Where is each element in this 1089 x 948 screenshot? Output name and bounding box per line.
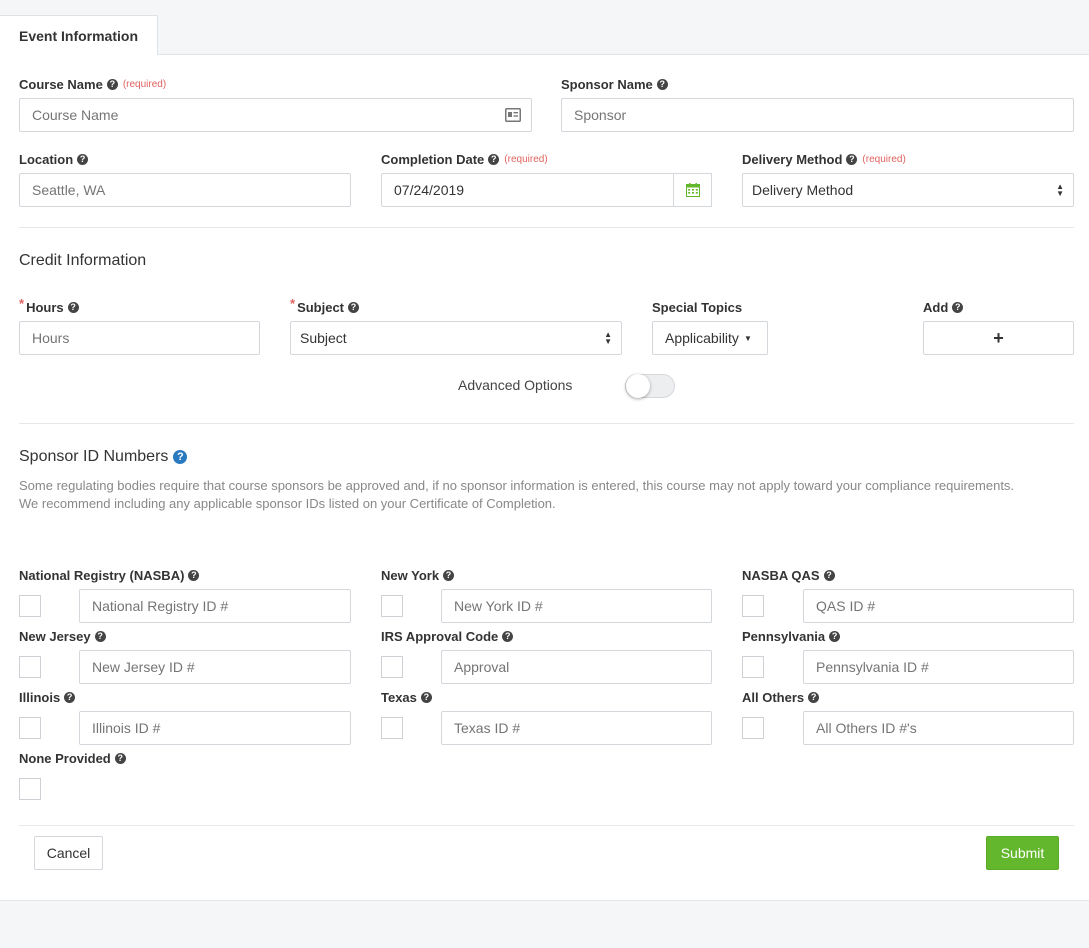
help-icon[interactable]: ? xyxy=(94,631,106,642)
form-page: Event Information Course Name ? (require… xyxy=(0,0,1089,901)
texas-label: Texas ? xyxy=(381,690,432,705)
help-icon[interactable]: ? xyxy=(348,302,360,313)
irs-approval-input[interactable] xyxy=(441,650,712,684)
delivery-method-label: Delivery Method ? (required) xyxy=(742,152,906,167)
delivery-method-select[interactable]: Delivery Method ▲ ▼ xyxy=(742,173,1074,207)
help-icon[interactable]: ? xyxy=(656,79,668,90)
help-icon[interactable]: ? xyxy=(829,631,841,642)
location-input[interactable] xyxy=(19,173,351,207)
credit-information-title: Credit Information xyxy=(19,252,147,269)
course-name-label: Course Name ? (required) xyxy=(19,77,167,92)
divider xyxy=(19,227,1074,228)
all-others-input[interactable] xyxy=(803,711,1074,745)
pennsylvania-checkbox[interactable] xyxy=(742,656,764,678)
irs-approval-code-label: IRS Approval Code ? xyxy=(381,629,514,644)
help-icon[interactable]: ? xyxy=(808,692,820,703)
illinois-label: Illinois ? xyxy=(19,690,76,705)
help-icon[interactable]: ? xyxy=(443,570,455,581)
special-topics-label: Special Topics xyxy=(652,300,743,315)
divider xyxy=(19,825,1074,826)
help-icon[interactable]: ? xyxy=(114,753,126,764)
nasba-qas-label: NASBA QAS ? xyxy=(742,568,835,583)
help-icon[interactable]: ? xyxy=(502,631,514,642)
new-york-label: New York ? xyxy=(381,568,455,583)
add-label: Add ? xyxy=(923,300,964,315)
tab-bar: Event Information xyxy=(0,0,1089,55)
new-jersey-checkbox[interactable] xyxy=(19,656,41,678)
texas-input[interactable] xyxy=(441,711,712,745)
id-card-icon xyxy=(505,108,521,122)
caret-down-icon: ▼ xyxy=(743,333,752,343)
advanced-options-label: Advanced Options xyxy=(458,377,573,393)
tab-event-information[interactable]: Event Information xyxy=(0,15,158,55)
toggle-knob xyxy=(626,374,650,398)
none-provided-label: None Provided ? xyxy=(19,751,126,766)
texas-checkbox[interactable] xyxy=(381,717,403,739)
select-arrows-icon: ▲ ▼ xyxy=(1056,182,1064,198)
select-arrows-icon: ▲ ▼ xyxy=(604,330,612,346)
nasba-qas-input[interactable] xyxy=(803,589,1074,623)
completion-date-input[interactable] xyxy=(381,173,675,207)
applicability-dropdown[interactable]: Applicability ▼ xyxy=(652,321,768,355)
required-star: * xyxy=(19,296,25,311)
nasba-registry-label: National Registry (NASBA) ? xyxy=(19,568,200,583)
all-others-checkbox[interactable] xyxy=(742,717,764,739)
nasba-registry-input[interactable] xyxy=(79,589,351,623)
illinois-input[interactable] xyxy=(79,711,351,745)
required-note: (required) xyxy=(122,79,167,90)
help-icon[interactable]: ? xyxy=(106,79,118,90)
subject-select[interactable]: Subject ▲ ▼ xyxy=(290,321,622,355)
location-label: Location ? xyxy=(19,152,89,167)
nasba-registry-checkbox[interactable] xyxy=(19,595,41,617)
required-star: * xyxy=(290,296,296,311)
irs-approval-checkbox[interactable] xyxy=(381,656,403,678)
help-icon[interactable]: ? xyxy=(823,570,835,581)
help-icon[interactable]: ? xyxy=(67,302,79,313)
divider xyxy=(19,423,1074,424)
help-icon[interactable]: ? xyxy=(77,154,89,165)
new-jersey-label: New Jersey ? xyxy=(19,629,106,644)
help-icon[interactable]: ? xyxy=(952,302,964,313)
help-icon[interactable]: ? xyxy=(420,692,432,703)
calendar-button[interactable] xyxy=(673,173,712,207)
required-note: (required) xyxy=(504,154,548,165)
submit-button[interactable]: Submit xyxy=(986,836,1059,870)
sponsor-id-numbers-title: Sponsor ID Numbers ? xyxy=(19,448,188,466)
new-york-checkbox[interactable] xyxy=(381,595,403,617)
advanced-options-toggle[interactable] xyxy=(625,374,675,398)
pennsylvania-input[interactable] xyxy=(803,650,1074,684)
help-icon[interactable]: ? xyxy=(188,570,200,581)
course-name-input[interactable] xyxy=(19,98,532,132)
help-icon[interactable]: ? xyxy=(64,692,76,703)
all-others-label: All Others ? xyxy=(742,690,820,705)
hours-label: * Hours ? xyxy=(19,296,79,315)
required-note: (required) xyxy=(862,154,906,165)
nasba-qas-checkbox[interactable] xyxy=(742,595,764,617)
new-jersey-input[interactable] xyxy=(79,650,351,684)
plus-icon: + xyxy=(993,327,1004,348)
pennsylvania-label: Pennsylvania ? xyxy=(742,629,841,644)
add-credit-button[interactable]: + xyxy=(923,321,1074,355)
illinois-checkbox[interactable] xyxy=(19,717,41,739)
none-provided-checkbox[interactable] xyxy=(19,778,41,800)
help-icon[interactable]: ? xyxy=(846,154,858,165)
sponsor-description: Some regulating bodies require that cour… xyxy=(19,478,1015,511)
help-icon[interactable]: ? xyxy=(173,450,188,464)
help-icon[interactable]: ? xyxy=(488,154,500,165)
new-york-input[interactable] xyxy=(441,589,712,623)
cancel-button[interactable]: Cancel xyxy=(34,836,103,870)
sponsor-name-label: Sponsor Name ? xyxy=(561,77,668,92)
completion-date-label: Completion Date ? (required) xyxy=(381,152,548,167)
calendar-icon xyxy=(685,183,700,197)
subject-label: * Subject ? xyxy=(290,296,360,315)
sponsor-name-input[interactable] xyxy=(561,98,1074,132)
hours-input[interactable] xyxy=(19,321,260,355)
